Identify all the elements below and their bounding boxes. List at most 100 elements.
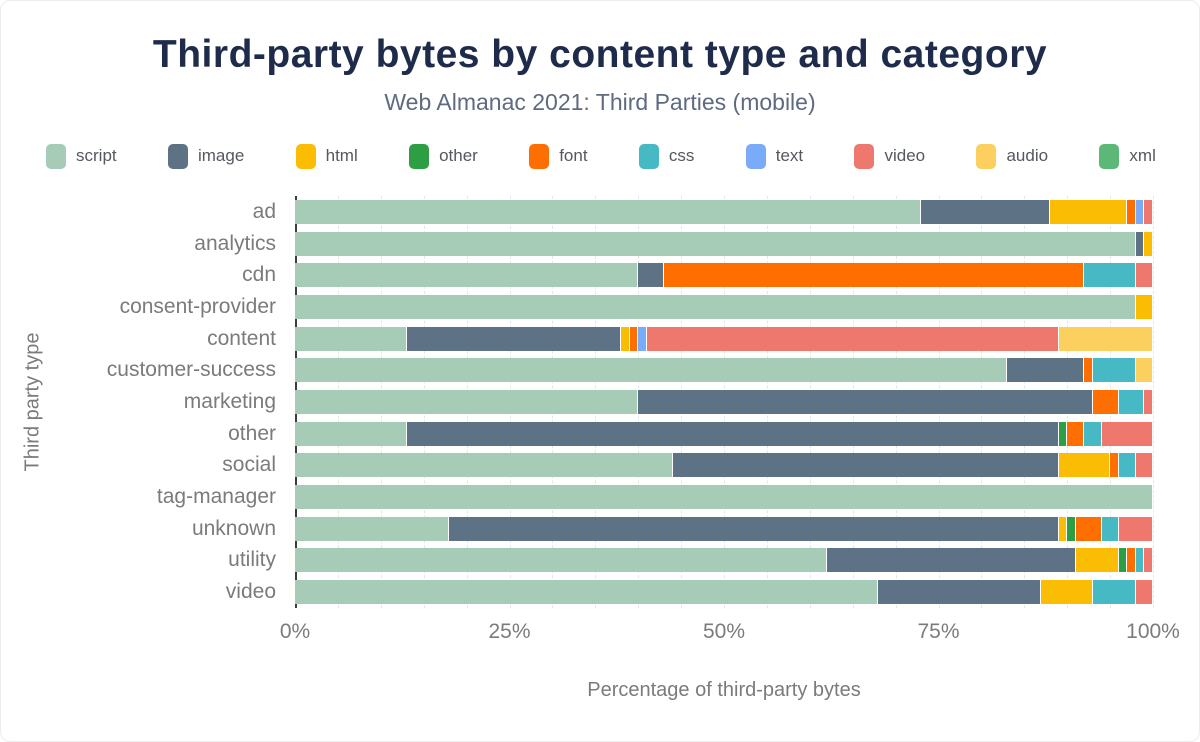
bar-segment-analytics-image[interactable] (1135, 231, 1145, 256)
legend-label-audio: audio (1006, 146, 1049, 165)
bar-segment-unknown-image[interactable] (449, 516, 1059, 541)
bar-customer-success (295, 358, 1153, 383)
bar-row-customer-success (295, 354, 1153, 386)
bar-segment-utility-script[interactable] (295, 548, 827, 573)
bar-segment-tag-manager-script[interactable] (295, 485, 1153, 510)
bar-segment-marketing-css[interactable] (1118, 389, 1145, 414)
bar-row-analytics (295, 228, 1153, 260)
bar-segment-social-font[interactable] (1110, 453, 1119, 478)
bar-segment-customer-success-script[interactable] (295, 358, 1008, 383)
x-axis-ticks: 0% 25% 50% 75% 100% (280, 620, 1180, 646)
y-axis-label-cdn: cdn (242, 263, 276, 287)
bar-segment-other-other[interactable] (1058, 421, 1068, 446)
bar-segment-social-image[interactable] (672, 453, 1059, 478)
y-axis-label-unknown: unknown (191, 516, 276, 540)
bar-segment-ad-html[interactable] (1050, 199, 1128, 224)
bar-segment-customer-success-audio[interactable] (1135, 358, 1153, 383)
bar-segment-unknown-font[interactable] (1075, 516, 1102, 541)
font-swatch-icon (529, 143, 550, 169)
bar-segment-marketing-script[interactable] (295, 389, 639, 414)
bar-segment-social-html[interactable] (1058, 453, 1111, 478)
bar-segment-social-script[interactable] (295, 453, 673, 478)
bar-segment-utility-other[interactable] (1118, 548, 1128, 573)
bar-segment-video-video[interactable] (1135, 580, 1153, 605)
bar-segment-ad-font[interactable] (1127, 199, 1136, 224)
legend-item-text[interactable]: text (745, 143, 803, 169)
bar-segment-marketing-video[interactable] (1144, 389, 1153, 414)
bar-segment-content-text[interactable] (638, 326, 647, 351)
bar-segment-marketing-image[interactable] (638, 389, 1093, 414)
bar-segment-utility-image[interactable] (826, 548, 1076, 573)
bar-segment-utility-css[interactable] (1135, 548, 1145, 573)
bar-segment-social-video[interactable] (1135, 453, 1153, 478)
y-axis-label-content: content (207, 326, 276, 350)
bar-segment-ad-video[interactable] (1144, 199, 1153, 224)
legend-label-other: other (439, 146, 478, 165)
x-tick-25%: 25% (488, 620, 531, 643)
bar-segment-video-html[interactable] (1041, 580, 1093, 605)
legend-item-script[interactable]: script (46, 143, 117, 169)
bar-segment-video-css[interactable] (1092, 580, 1136, 605)
bar-segment-utility-video[interactable] (1144, 548, 1153, 573)
bar-segment-cdn-font[interactable] (663, 263, 1085, 288)
bar-segment-other-video[interactable] (1101, 421, 1153, 446)
bar-segment-other-image[interactable] (406, 421, 1059, 446)
bar-segment-ad-image[interactable] (921, 199, 1051, 224)
bar-segment-customer-success-css[interactable] (1092, 358, 1136, 383)
bar-row-content (295, 323, 1153, 355)
bar-analytics (295, 231, 1153, 256)
bar-segment-content-video[interactable] (646, 326, 1059, 351)
bar-segment-social-css[interactable] (1118, 453, 1136, 478)
bar-segment-unknown-video[interactable] (1118, 516, 1153, 541)
legend-label-script: script (76, 146, 117, 165)
bar-segment-analytics-script[interactable] (295, 231, 1136, 256)
bar-segment-content-script[interactable] (295, 326, 407, 351)
bar-segment-content-audio[interactable] (1058, 326, 1153, 351)
y-axis-label-consent-provider: consent-provider (119, 294, 276, 318)
bar-segment-utility-html[interactable] (1075, 548, 1119, 573)
bar-segment-consent-provider-script[interactable] (295, 294, 1136, 319)
y-axis-title: Third party type (21, 332, 44, 472)
bar-tag-manager (295, 485, 1153, 510)
other-swatch-icon (409, 143, 430, 169)
legend-item-image[interactable]: image (167, 143, 244, 169)
bar-segment-ad-script[interactable] (295, 199, 922, 224)
bar-segment-analytics-html[interactable] (1144, 231, 1153, 256)
bar-segment-utility-font[interactable] (1127, 548, 1136, 573)
bar-segment-other-font[interactable] (1067, 421, 1085, 446)
bar-segment-customer-success-font[interactable] (1084, 358, 1093, 383)
bar-segment-content-html[interactable] (621, 326, 630, 351)
audio-swatch-icon (976, 143, 997, 169)
xml-swatch-icon (1099, 143, 1120, 169)
bar-segment-video-script[interactable] (295, 580, 879, 605)
css-swatch-icon (638, 143, 659, 169)
bar-segment-cdn-image[interactable] (638, 263, 664, 288)
legend-item-other[interactable]: other (409, 143, 478, 169)
legend-item-css[interactable]: css (638, 143, 694, 169)
bar-segment-cdn-css[interactable] (1084, 263, 1136, 288)
legend-item-xml[interactable]: xml (1099, 143, 1156, 169)
bar-segment-content-font[interactable] (629, 326, 639, 351)
legend-item-video[interactable]: video (854, 143, 925, 169)
bar-segment-ad-text[interactable] (1135, 199, 1145, 224)
bar-segment-unknown-script[interactable] (295, 516, 450, 541)
bar-segment-consent-provider-html[interactable] (1135, 294, 1153, 319)
bar-segment-cdn-video[interactable] (1135, 263, 1153, 288)
bar-segment-cdn-script[interactable] (295, 263, 639, 288)
bar-segment-other-css[interactable] (1084, 421, 1102, 446)
image-swatch-icon (167, 143, 188, 169)
bar-segment-marketing-font[interactable] (1092, 389, 1119, 414)
bar-segment-customer-success-image[interactable] (1007, 358, 1085, 383)
bar-segment-unknown-html[interactable] (1058, 516, 1068, 541)
legend-item-font[interactable]: font (529, 143, 588, 169)
bar-social (295, 453, 1153, 478)
bar-segment-video-image[interactable] (878, 580, 1042, 605)
bar-segment-other-script[interactable] (295, 421, 407, 446)
legend-item-audio[interactable]: audio (976, 143, 1049, 169)
bar-segment-content-image[interactable] (406, 326, 622, 351)
legend: script image html other font css text video audi… (46, 141, 1156, 171)
bar-segment-unknown-css[interactable] (1101, 516, 1119, 541)
legend-item-html[interactable]: html (295, 143, 358, 169)
bar-segment-unknown-other[interactable] (1067, 516, 1076, 541)
bar-row-video (295, 576, 1153, 608)
